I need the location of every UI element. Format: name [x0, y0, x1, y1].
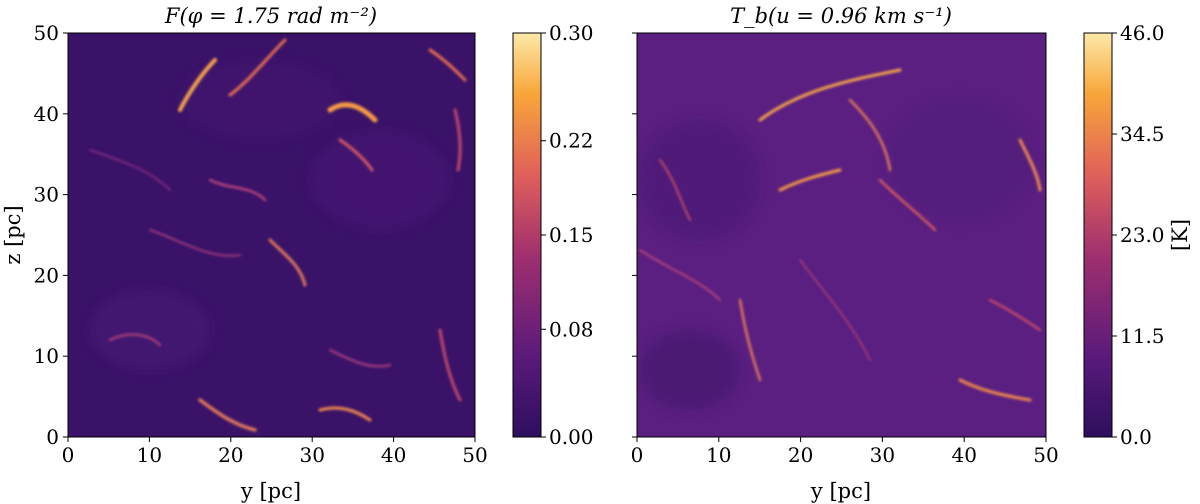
left-y-tick-label: 50: [34, 21, 59, 45]
right-x-tick-label: 0: [631, 443, 644, 467]
left-colorbar-tick-label: 0.00: [549, 425, 594, 449]
panel-right: T_b(u = 0.96 km s⁻¹) y: [631, 4, 1059, 503]
right-heatmap-texture: [639, 68, 1042, 410]
left-colorbar-gradient: [512, 32, 542, 438]
right-x-tick-label: 30: [870, 443, 895, 467]
right-colorbar-tick-label: 11.5: [1120, 324, 1165, 348]
left-y-tick-label: 10: [34, 344, 59, 368]
left-x-tick-label: 0: [62, 443, 75, 467]
left-title: F(φ = 1.75 rad m⁻²): [164, 4, 377, 28]
left-y-label: z [pc]: [1, 205, 25, 264]
left-colorbar-tick-label: 0.08: [549, 317, 594, 341]
left-colorbar-tick-label: 0.22: [549, 129, 594, 153]
left-y-tick-label: 30: [34, 183, 59, 207]
left-y-tick-label: 0: [46, 425, 59, 449]
colorbar-right: 0.0 11.5 23.0 34.5 46.0 [K]: [1083, 21, 1192, 449]
left-x-tick-label: 10: [137, 443, 162, 467]
left-y-tick-label: 20: [34, 263, 59, 287]
right-plot-frame: [636, 32, 1047, 438]
left-heatmap-texture: [89, 38, 467, 432]
right-colorbar-tick-label: 0.0: [1120, 425, 1152, 449]
left-x-tick-label: 20: [218, 443, 243, 467]
left-x-tick-label: 30: [299, 443, 324, 467]
left-colorbar-tick-label: 0.15: [549, 223, 594, 247]
left-colorbar-tick-label: 0.30: [549, 21, 594, 45]
right-colorbar-label: [K]: [1168, 219, 1192, 251]
right-colorbar-tick-label: 46.0: [1120, 21, 1165, 45]
right-x-tick-label: 10: [706, 443, 731, 467]
right-x-tick-label: 20: [788, 443, 813, 467]
right-title: T_b(u = 0.96 km s⁻¹): [730, 4, 952, 28]
right-colorbar-tick-label: 23.0: [1120, 223, 1165, 247]
left-plot-frame: [67, 32, 476, 438]
panel-left: F(φ = 1.75 rad m⁻²): [1, 4, 488, 503]
left-x-tick-label: 50: [462, 443, 487, 467]
right-x-tick-label: 50: [1033, 443, 1058, 467]
right-colorbar-gradient: [1083, 32, 1113, 438]
right-colorbar-tick-label: 34.5: [1120, 122, 1165, 146]
left-y-tick-label: 40: [34, 102, 59, 126]
right-x-label: y [pc]: [810, 479, 871, 503]
right-x-tick-label: 40: [951, 443, 976, 467]
left-x-tick-label: 40: [381, 443, 406, 467]
colorbar-left: 0.00 0.08 0.15 0.22 0.30: [512, 21, 594, 449]
left-x-label: y [pc]: [240, 479, 301, 503]
